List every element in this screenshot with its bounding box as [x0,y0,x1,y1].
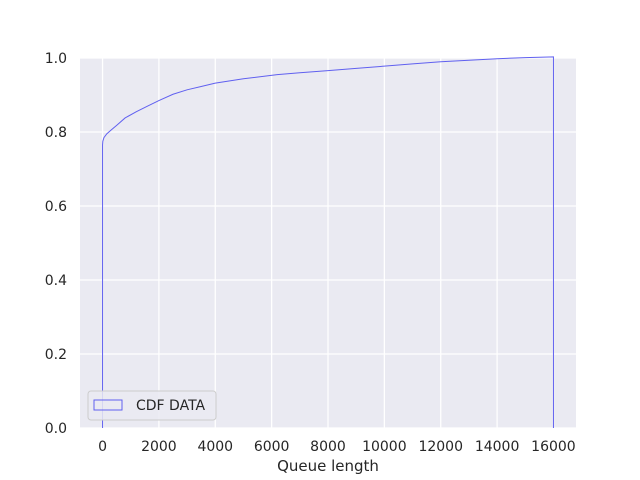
x-tick-label: 10000 [362,439,407,455]
x-tick-label: 12000 [418,439,463,455]
x-tick-label: 4000 [197,439,233,455]
x-tick-label: 14000 [475,439,520,455]
y-tick-label: 0.0 [45,421,67,437]
x-axis-label: Queue length [277,457,379,475]
x-tick-label: 8000 [310,439,346,455]
x-tick-label: 0 [98,439,107,455]
y-tick-label: 0.6 [45,199,67,215]
y-tick-label: 0.8 [45,125,67,141]
y-axis-ticks: 0.0 0.2 0.4 0.6 0.8 1.0 [45,51,67,437]
legend-swatch [93,399,123,411]
legend: CDF DATA [87,390,217,421]
y-tick-label: 1.0 [45,51,67,67]
x-tick-label: 6000 [254,439,290,455]
legend-entry-label: CDF DATA [136,398,206,414]
x-axis-ticks: 0 2000 4000 6000 8000 10000 12000 14000 16000 [98,439,576,455]
cdf-series-line [102,56,554,428]
legend-box [87,390,217,421]
x-tick-label: 2000 [141,439,177,455]
series-layer [102,56,554,428]
y-tick-label: 0.4 [45,273,67,289]
x-tick-label: 16000 [531,439,576,455]
y-tick-label: 0.2 [45,347,67,363]
